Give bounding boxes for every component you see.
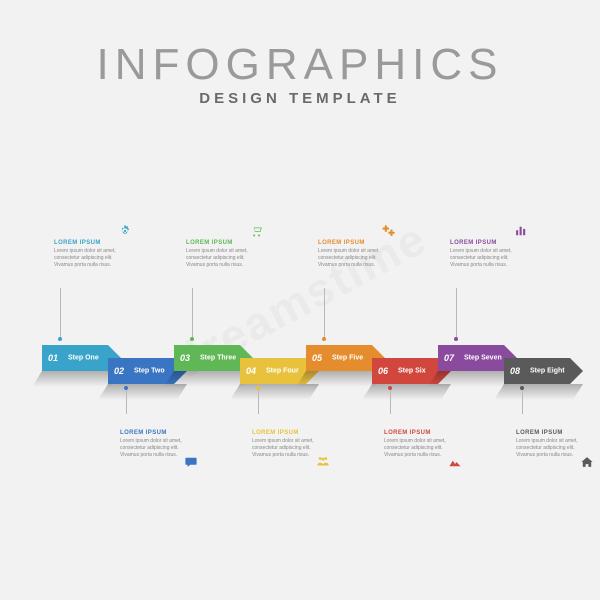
- step-label: Step One: [68, 355, 99, 362]
- leader-dot: [58, 337, 62, 341]
- leader-line: [390, 388, 391, 414]
- step-label: Step Five: [332, 355, 363, 362]
- step-label: Step Four: [266, 368, 299, 375]
- arrow-step-08: 08 Step Eight: [504, 358, 583, 384]
- callout-02: LOREM IPSUMLorem ipsum dolor sit amet, c…: [120, 430, 198, 458]
- callout-05: LOREM IPSUMLorem ipsum dolor sit amet, c…: [318, 240, 396, 268]
- callout-01: LOREM IPSUMLorem ipsum dolor sit amet, c…: [54, 240, 132, 268]
- callout-title: LOREM IPSUM: [120, 430, 198, 436]
- leader-dot: [388, 386, 392, 390]
- callout-06: LOREM IPSUMLorem ipsum dolor sit amet, c…: [384, 430, 462, 458]
- step-number: 03: [180, 353, 190, 363]
- gear-icon: [118, 224, 132, 238]
- step-number: 05: [312, 353, 322, 363]
- step-label: Step Eight: [530, 368, 565, 375]
- callout-03: LOREM IPSUMLorem ipsum dolor sit amet, c…: [186, 240, 264, 268]
- callout-07: LOREM IPSUMLorem ipsum dolor sit amet, c…: [450, 240, 528, 268]
- step-number: 06: [378, 366, 388, 376]
- step-number: 04: [246, 366, 256, 376]
- leader-line: [126, 388, 127, 414]
- leader-dot: [454, 337, 458, 341]
- leader-dot: [190, 337, 194, 341]
- leader-dot: [520, 386, 524, 390]
- step-label: Step Three: [200, 355, 236, 362]
- step-number: 02: [114, 366, 124, 376]
- leader-dot: [322, 337, 326, 341]
- chat-icon: [184, 455, 198, 469]
- leader-line: [192, 288, 193, 339]
- leader-line: [522, 388, 523, 414]
- leader-line: [60, 288, 61, 339]
- leader-line: [456, 288, 457, 339]
- callout-title: LOREM IPSUM: [516, 430, 594, 436]
- bars-icon: [514, 224, 528, 238]
- callout-title: LOREM IPSUM: [252, 430, 330, 436]
- step-number: 07: [444, 353, 454, 363]
- step-label: Step Two: [134, 368, 165, 375]
- infographic-canvas: 01 Step One 02 Step Two 03 Step Three 04 Step F…: [0, 0, 600, 600]
- step-label: Step Seven: [464, 355, 502, 362]
- callout-body: Lorem ipsum dolor sit amet, consectetur …: [318, 248, 396, 268]
- mountain-icon: [448, 455, 462, 469]
- step-label: Step Six: [398, 368, 426, 375]
- callout-04: LOREM IPSUMLorem ipsum dolor sit amet, c…: [252, 430, 330, 458]
- callout-08: LOREM IPSUMLorem ipsum dolor sit amet, c…: [516, 430, 594, 458]
- callout-body: Lorem ipsum dolor sit amet, consectetur …: [54, 248, 132, 268]
- home-icon: [580, 455, 594, 469]
- leader-line: [324, 288, 325, 339]
- callout-title: LOREM IPSUM: [384, 430, 462, 436]
- leader-dot: [256, 386, 260, 390]
- callout-body: Lorem ipsum dolor sit amet, consectetur …: [186, 248, 264, 268]
- callout-body: Lorem ipsum dolor sit amet, consectetur …: [450, 248, 528, 268]
- leader-line: [258, 388, 259, 414]
- leader-dot: [124, 386, 128, 390]
- step-number: 08: [510, 366, 520, 376]
- step-number: 01: [48, 353, 58, 363]
- cart-icon: [250, 224, 264, 238]
- plus-icon: [382, 224, 396, 238]
- people-icon: [316, 455, 330, 469]
